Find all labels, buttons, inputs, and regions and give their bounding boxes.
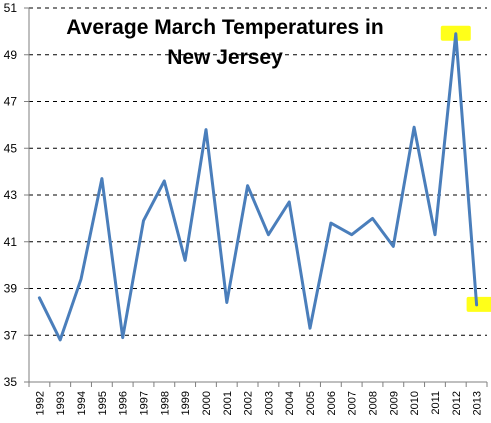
- x-tick-label: 2013: [472, 391, 484, 415]
- x-tick-label: 2006: [326, 391, 338, 415]
- x-tick-labels: 1992 1993 1994 1995 1996 1997 1998 1999 2000 2001…: [34, 391, 483, 415]
- x-tick-label: 2005: [305, 391, 317, 415]
- chart-title-line-1: Average March Temperatures in: [66, 16, 383, 39]
- x-tick-label: 2010: [409, 391, 421, 415]
- x-tick-label: 2003: [263, 391, 275, 415]
- x-tick-label: 2007: [347, 391, 359, 415]
- x-tick-label: 2008: [368, 391, 380, 415]
- x-tick-label: 2002: [243, 391, 255, 415]
- y-tick-label: 35: [4, 375, 18, 389]
- x-tick-label: 2009: [388, 391, 400, 415]
- x-tick-label: 2011: [430, 391, 442, 415]
- x-tick-label: 1997: [139, 391, 151, 415]
- series-layer: [37, 32, 479, 342]
- x-tick-label: 2012: [451, 391, 463, 415]
- x-tick-label: 2000: [201, 391, 213, 415]
- y-tick-label: 43: [4, 188, 18, 202]
- x-tick-label: 1999: [180, 391, 192, 415]
- x-tick-label: 1994: [76, 391, 88, 415]
- y-tick-labels: 35 37 39 41 43 45 47 49 51: [4, 1, 18, 389]
- x-tick-label: 1992: [34, 391, 46, 415]
- x-tick-label: 1998: [159, 391, 171, 415]
- highlight-mark: [466, 296, 491, 312]
- x-tick-label: 2004: [284, 391, 296, 415]
- x-tick-label: 1993: [55, 391, 67, 415]
- x-tick-label: 2001: [222, 391, 234, 415]
- axes: [24, 7, 488, 387]
- y-tick-label: 39: [4, 282, 18, 296]
- y-tick-label: 45: [4, 141, 18, 155]
- chart-title-line-2: New Jersey: [167, 46, 283, 69]
- y-tick-label: 51: [4, 1, 18, 15]
- y-tick-label: 47: [4, 95, 18, 109]
- series-line: [37, 32, 479, 342]
- x-tick-label: 1995: [97, 391, 109, 415]
- x-tick-label: 1996: [118, 391, 130, 415]
- y-tick-label: 37: [4, 328, 18, 342]
- y-tick-label: 49: [4, 48, 18, 62]
- y-tick-label: 41: [4, 235, 18, 249]
